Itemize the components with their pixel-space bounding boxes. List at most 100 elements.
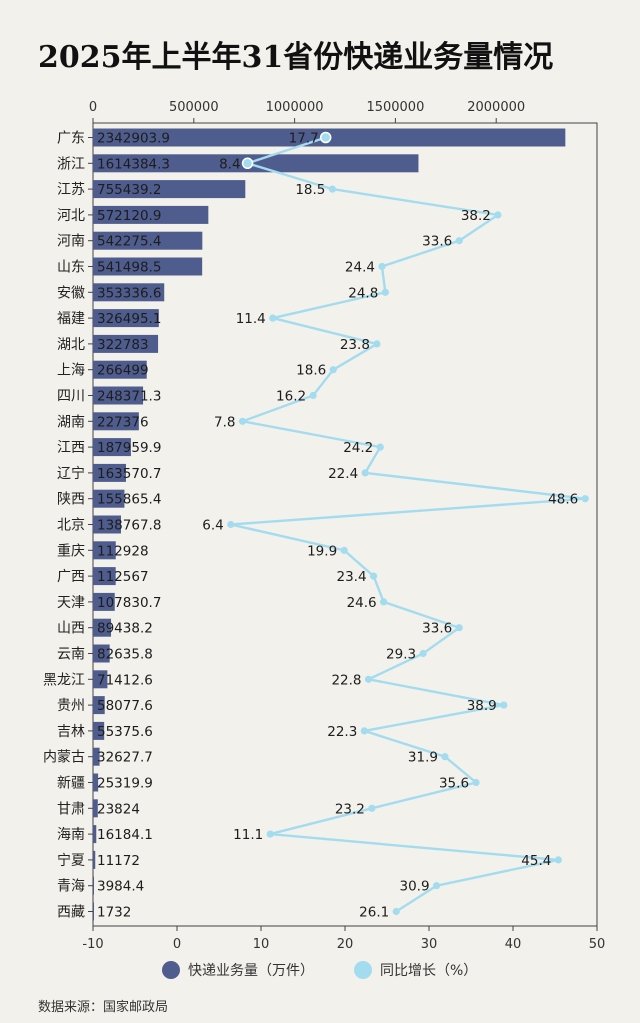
bar [93,644,110,663]
category-label: 江苏 [57,182,85,198]
bar-value-label: 155865.4 [97,492,161,508]
growth-point [494,211,502,219]
growth-value-label: 11.1 [233,827,263,843]
bar [93,747,100,766]
bar [93,360,147,379]
growth-point [364,675,373,683]
growth-point [455,624,463,632]
bar [93,567,116,586]
growth-value-label: 35.6 [439,776,469,792]
bar-value-label: 326495.1 [97,311,161,327]
category-label: 云南 [57,647,85,663]
bar-value-label: 755439.2 [97,182,161,198]
legend-label-volume: 快递业务量（万件） [188,963,314,979]
bar [93,825,97,844]
legend-marker-volume [162,961,180,979]
top-axis-tick-label: 1000000 [266,100,324,115]
growth-value-label: 24.8 [348,285,378,301]
bar [93,257,203,276]
category-label: 浙江 [57,156,85,172]
bar [93,696,105,715]
category-label: 上海 [57,363,85,379]
category-label: 安徽 [57,285,85,301]
bar [93,902,94,921]
bottom-axis-tick-label: 0 [173,937,181,950]
growth-value-label: 18.6 [296,363,326,379]
growth-point [381,288,389,296]
chart-svg: 0 500000 1000000 1500000 2000000 -10 0 10 20 30 40… [43,100,605,950]
bar-value-label: 112928 [97,543,149,559]
growth-point [419,649,427,658]
growth-value-label: 24.6 [347,595,377,611]
bar-value-label: 58077.6 [97,698,153,714]
legend-item-volume: 快递业务量（万件） [162,960,314,980]
growth-value-label: 29.3 [386,647,416,663]
bar [93,618,112,637]
bar [93,876,94,895]
bar-value-label: 23824 [97,801,140,817]
growth-point [392,907,400,916]
growth-value-label: 38.2 [461,208,491,224]
bar [93,592,115,611]
growth-value-label: 11.4 [236,311,266,327]
bar-value-label: 25319.9 [97,776,153,792]
category-label: 河南 [57,234,85,250]
growth-point [380,598,388,606]
bar-value-label: 11172 [97,853,140,869]
growth-value-label: 33.6 [422,234,452,250]
category-label: 西藏 [57,905,85,921]
growth-point [369,572,378,580]
bar [93,463,126,482]
bar [93,205,209,224]
bar-value-label: 322783 [97,337,149,353]
legend-marker-growth [354,961,372,979]
bar-value-label: 541498.5 [97,260,161,276]
growth-point [340,546,348,554]
category-label: 河北 [57,208,85,224]
category-label: 新疆 [57,776,85,792]
source-note: 数据来源：国家邮政局 [38,1000,169,1015]
category-label: 湖南 [57,414,85,430]
bar-value-label: 32627.7 [97,750,153,766]
growth-point [455,237,463,245]
category-label: 陕西 [57,492,85,508]
growth-point [581,495,589,503]
growth-point [309,391,317,400]
bar-value-label: 82635.8 [97,647,153,663]
bar-value-label: 16184.1 [97,827,153,843]
top-axis-tick-label: 2000000 [467,100,525,115]
category-label: 湖北 [57,337,85,353]
chart-title: 2025年上半年31省份快递业务量情况 [38,40,554,75]
category-label: 海南 [57,827,85,843]
bar-value-label: 3984.4 [97,879,144,895]
growth-value-label: 18.5 [295,182,325,198]
growth-value-label: 30.9 [399,879,429,895]
bottom-axis-tick-label: 20 [337,937,354,950]
category-label: 内蒙古 [43,750,85,766]
bar [93,489,125,508]
growth-value-label: 22.8 [331,672,361,688]
bottom-axis-tick-label: 10 [253,937,270,950]
growth-value-label: 22.4 [328,466,358,482]
bar-value-label: 138767.8 [97,518,161,534]
category-label: 青海 [57,879,85,895]
category-label: 福建 [57,311,85,327]
top-axis-tick-label: 1500000 [366,100,424,115]
bar [93,670,108,689]
bar-value-label: 572120.9 [97,208,161,224]
growth-point [472,778,480,787]
growth-value-label: 48.6 [548,492,578,508]
growth-value-label: 23.4 [336,569,366,585]
growth-value-label: 26.1 [359,905,389,921]
bar [93,850,96,869]
bar-value-label: 112567 [97,569,149,585]
growth-value-label: 16.2 [276,389,306,405]
growth-point [432,882,441,890]
category-label: 贵州 [57,698,85,714]
growth-point [554,856,562,864]
growth-point [376,443,384,451]
bar [93,154,419,173]
legend: 快递业务量（万件） 同比增长（%） [162,960,517,980]
category-label: 江西 [57,440,85,456]
growth-value-label: 19.9 [307,543,337,559]
